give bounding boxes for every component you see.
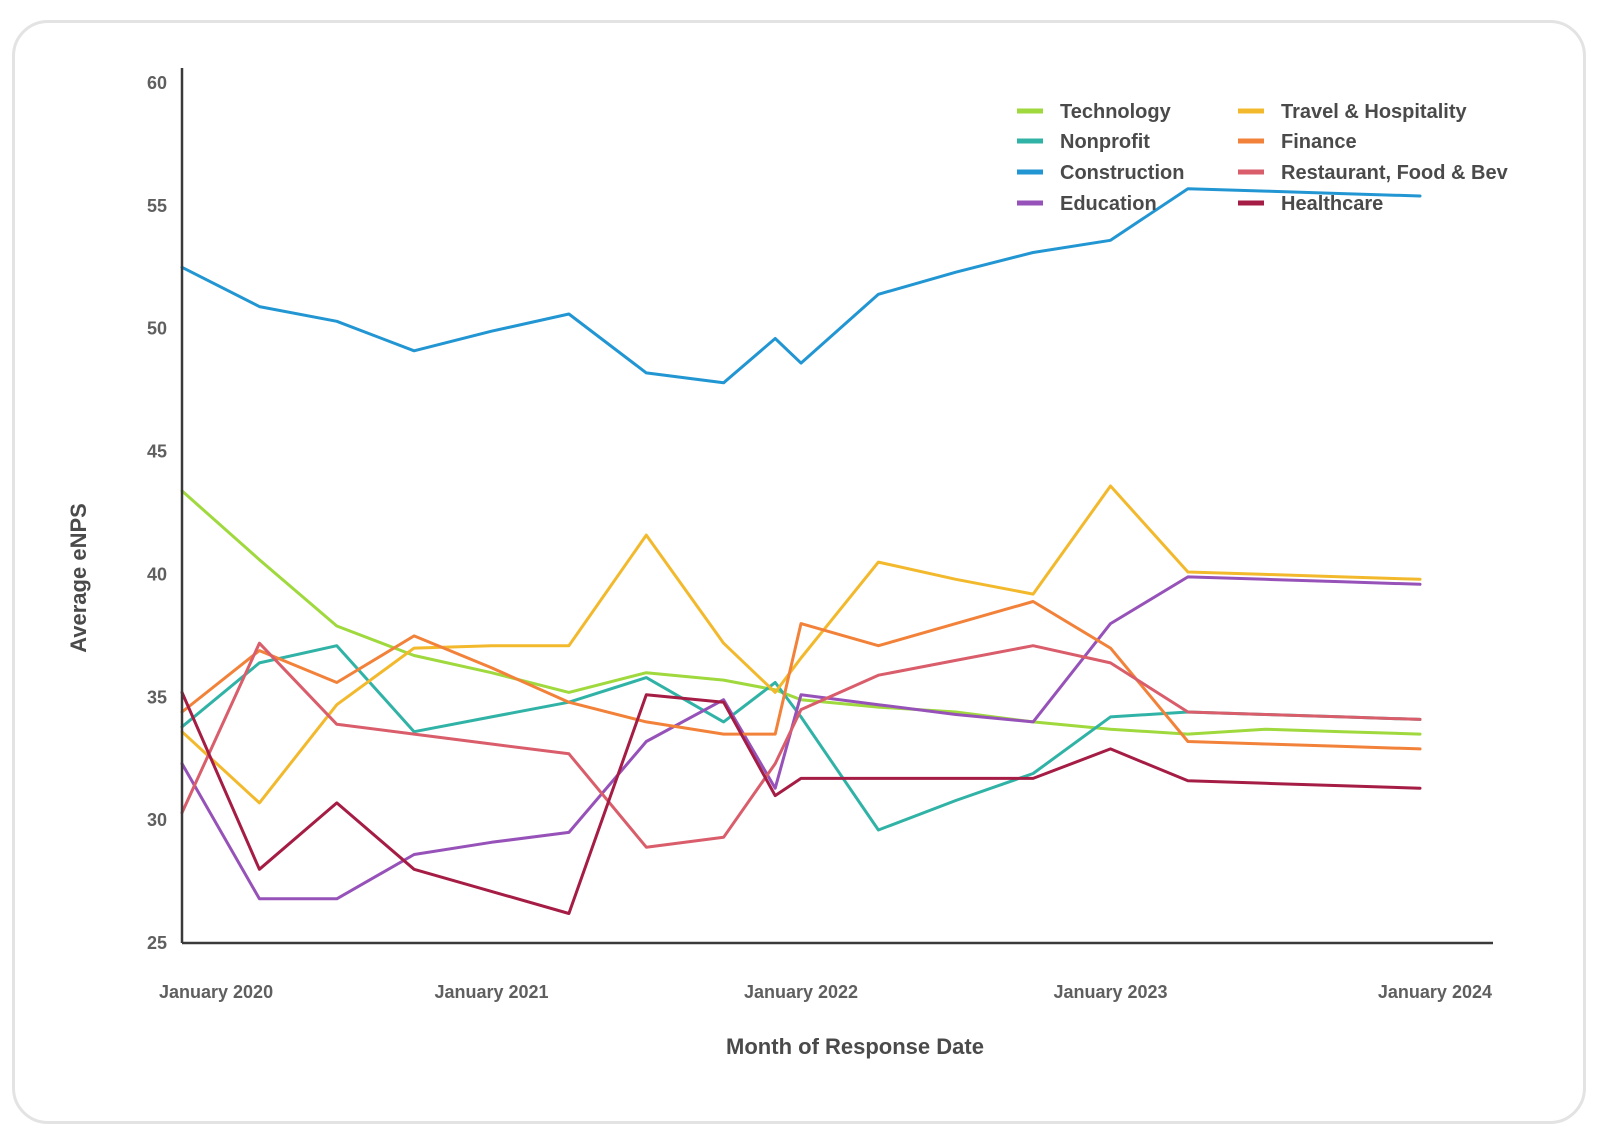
legend-label: Technology [1060,101,1172,123]
legend-label: Travel & Hospitality [1281,101,1467,123]
legend-item: Technology [1017,101,1172,123]
y-axis-title: Average eNPS [66,503,91,653]
x-tick-label: January 2020 [159,982,273,1002]
legend-item: Nonprofit [1017,131,1150,153]
x-tick-label: January 2024 [1378,982,1492,1002]
legend-item: Education [1017,193,1157,215]
series-lines [180,187,1422,915]
legend-item: Finance [1238,131,1357,153]
series-line-restaurant-food-bev [180,641,1422,849]
series-line-finance [180,600,1422,751]
series-line-construction [180,187,1422,385]
legend-label: Restaurant, Food & Bev [1281,162,1509,184]
y-tick-label: 45 [147,442,167,462]
series-line-healthcare [180,690,1422,915]
y-tick-label: 55 [147,196,167,216]
legend-label: Finance [1281,131,1357,153]
legend-item: Healthcare [1238,193,1383,215]
legend-item: Travel & Hospitality [1238,101,1467,123]
series-line-education [180,575,1422,901]
y-tick-label: 35 [147,687,167,707]
y-tick-label: 25 [147,933,167,953]
legend-label: Nonprofit [1060,131,1150,153]
y-tick-label: 50 [147,319,167,339]
x-tick-label: January 2021 [434,982,548,1002]
x-tick-label: January 2023 [1053,982,1167,1002]
series-line-travel-hospitality [180,484,1422,805]
x-axis-ticks: January 2020 January 2021 January 2022 Janu… [159,982,1492,1002]
legend-label: Education [1060,193,1157,215]
legend-item: Construction [1017,162,1184,184]
y-tick-label: 40 [147,564,167,584]
series-line-technology [180,489,1422,736]
y-tick-label: 30 [147,810,167,830]
y-axis-ticks: 25 30 35 40 45 50 55 60 [147,73,167,953]
legend-item: Restaurant, Food & Bev [1238,162,1509,184]
x-axis-title: Month of Response Date [726,1034,984,1059]
y-tick-label: 60 [147,73,167,93]
x-tick-label: January 2022 [744,982,858,1002]
legend-label: Construction [1060,162,1184,184]
legend: Technology Nonprofit Construction Education… [1017,101,1509,215]
series-line-nonprofit [180,644,1422,832]
legend-label: Healthcare [1281,193,1383,215]
